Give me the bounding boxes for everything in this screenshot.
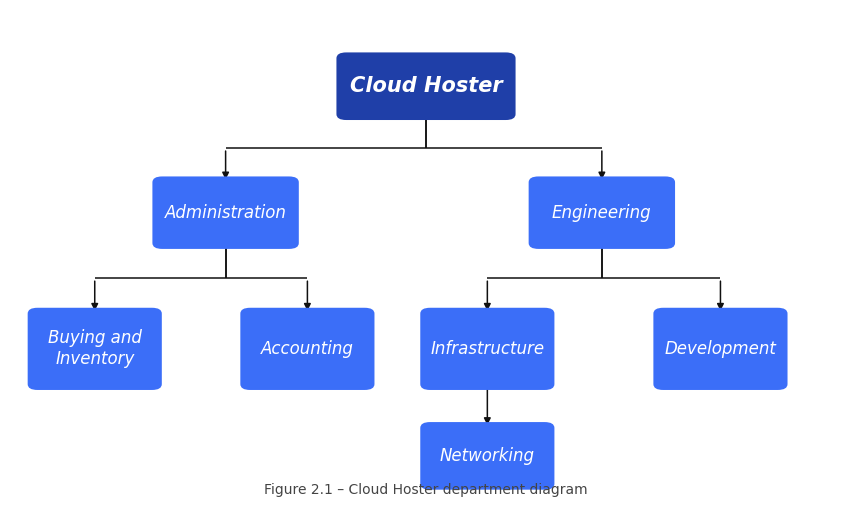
- Text: Administration: Administration: [164, 203, 286, 222]
- FancyBboxPatch shape: [528, 176, 675, 249]
- Text: Accounting: Accounting: [261, 340, 354, 358]
- Text: Cloud Hoster: Cloud Hoster: [349, 76, 503, 96]
- Text: Networking: Networking: [440, 447, 535, 465]
- Text: Development: Development: [665, 340, 776, 358]
- FancyBboxPatch shape: [153, 176, 299, 249]
- Text: Engineering: Engineering: [552, 203, 652, 222]
- FancyBboxPatch shape: [337, 52, 515, 120]
- Text: Figure 2.1 – Cloud Hoster department diagram: Figure 2.1 – Cloud Hoster department dia…: [264, 483, 588, 497]
- FancyBboxPatch shape: [27, 308, 162, 390]
- Text: Buying and
Inventory: Buying and Inventory: [48, 329, 141, 368]
- Text: Infrastructure: Infrastructure: [430, 340, 544, 358]
- FancyBboxPatch shape: [420, 422, 555, 490]
- FancyBboxPatch shape: [653, 308, 787, 390]
- FancyBboxPatch shape: [420, 308, 555, 390]
- FancyBboxPatch shape: [240, 308, 375, 390]
